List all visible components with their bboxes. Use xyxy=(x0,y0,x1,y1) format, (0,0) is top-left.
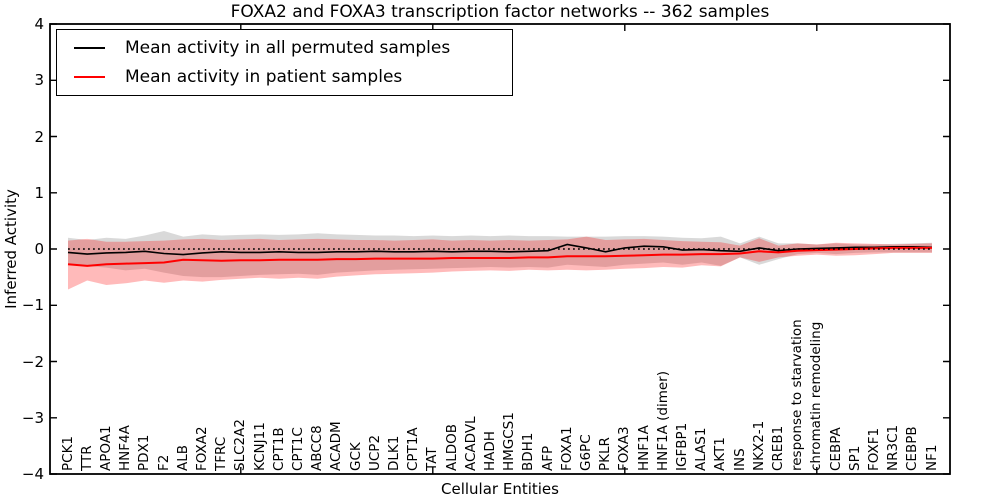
x-tick-label: CEBPB xyxy=(904,426,921,471)
x-tick-label: ACADVL xyxy=(462,416,479,471)
x-tick-label: HNF1A xyxy=(635,425,652,471)
x-axis-title: Cellular Entities xyxy=(441,480,559,498)
x-tick-label: CEBPA xyxy=(827,427,844,471)
x-tick-label: ALB xyxy=(174,444,191,471)
x-tick-label: DLK1 xyxy=(385,435,402,471)
y-tick-label: −1 xyxy=(21,296,44,315)
patient-samples-std-band xyxy=(68,236,932,290)
x-tick-label: KCNJ11 xyxy=(251,422,268,471)
x-tick-label: chromatin remodeling xyxy=(808,321,825,471)
y-tick-label: −2 xyxy=(21,352,44,371)
x-tick-label: ALAS1 xyxy=(693,427,710,471)
x-tick-label: HMGCS1 xyxy=(501,412,518,471)
y-axis-title: Inferred Activity xyxy=(2,189,20,309)
x-tick-label: HNF1A (dimer) xyxy=(654,371,671,471)
chart-title: FOXA2 and FOXA3 transcription factor net… xyxy=(230,2,770,22)
legend-line-sample-patient xyxy=(74,75,105,78)
permuted-samples-std-band xyxy=(68,231,932,278)
legend-row-permuted: Mean activity in all permuted samples xyxy=(74,38,512,58)
x-tick-label: INS xyxy=(731,448,748,471)
x-tick-label: FOXF1 xyxy=(865,427,882,471)
legend-label-patient: Mean activity in patient samples xyxy=(125,66,403,87)
x-tick-label: NF1 xyxy=(923,444,940,471)
x-tick-label: TTR xyxy=(78,445,95,471)
x-tick-label: BDH1 xyxy=(520,432,537,471)
x-tick-label: F2 xyxy=(155,454,172,471)
y-tick-label: 0 xyxy=(34,240,44,258)
legend-row-patient: Mean activity in patient samples xyxy=(74,67,512,87)
x-tick-label: TAT xyxy=(424,447,441,471)
y-tick-label: 4 xyxy=(34,15,44,33)
x-tick-label: AKT1 xyxy=(712,437,729,471)
x-tick-label: ABCC8 xyxy=(309,425,326,471)
x-tick-label: APOA1 xyxy=(97,425,114,471)
x-tick-label: NKX2-1 xyxy=(750,420,767,471)
x-tick-label: SLC2A2 xyxy=(232,419,249,471)
x-tick-label: SP1 xyxy=(846,445,863,471)
x-tick-label: CREB1 xyxy=(769,425,786,471)
mean-permuted-line xyxy=(67,243,933,256)
x-tick-label: PKLR xyxy=(597,437,614,471)
legend: Mean activity in all permuted samples Me… xyxy=(56,29,513,96)
x-tick-label: AFP xyxy=(539,445,556,471)
x-tick-label: ACADM xyxy=(328,421,345,471)
y-tick-label: 1 xyxy=(34,183,44,202)
legend-label-permuted: Mean activity in all permuted samples xyxy=(125,38,451,59)
axis-ticks xyxy=(50,23,950,475)
x-tick-label: ALDOB xyxy=(443,423,460,471)
x-tick-label: FOXA3 xyxy=(616,426,633,471)
x-tick-label: TFRC xyxy=(213,436,230,471)
x-tick-label: response to starvation xyxy=(789,319,806,471)
x-tick-label: CPT1A xyxy=(405,427,422,471)
x-tick-label: IGFBP1 xyxy=(673,422,690,471)
x-tick-label: PDX1 xyxy=(136,434,153,471)
y-tick-label: 3 xyxy=(34,71,44,90)
legend-line-sample-permuted xyxy=(74,47,105,50)
x-tick-label: PCK1 xyxy=(59,435,76,471)
x-tick-label: HADH xyxy=(481,431,498,471)
y-tick-label: −3 xyxy=(21,408,44,427)
x-tick-label: HNF4A xyxy=(117,425,134,471)
x-tick-label: FOXA2 xyxy=(193,426,210,471)
y-tick-label: 2 xyxy=(34,127,44,146)
x-tick-label: CPT1C xyxy=(289,427,306,471)
x-tick-label: G6PC xyxy=(577,434,594,471)
x-tick-label: UCP2 xyxy=(366,434,383,471)
x-tick-label: NR3C1 xyxy=(885,424,902,471)
x-tick-label: CPT1B xyxy=(270,427,287,471)
y-tick-label: −4 xyxy=(21,465,44,483)
x-tick-label: FOXA1 xyxy=(558,426,575,471)
mean-patient-line xyxy=(67,246,932,267)
x-tick-label: GCK xyxy=(347,442,364,471)
